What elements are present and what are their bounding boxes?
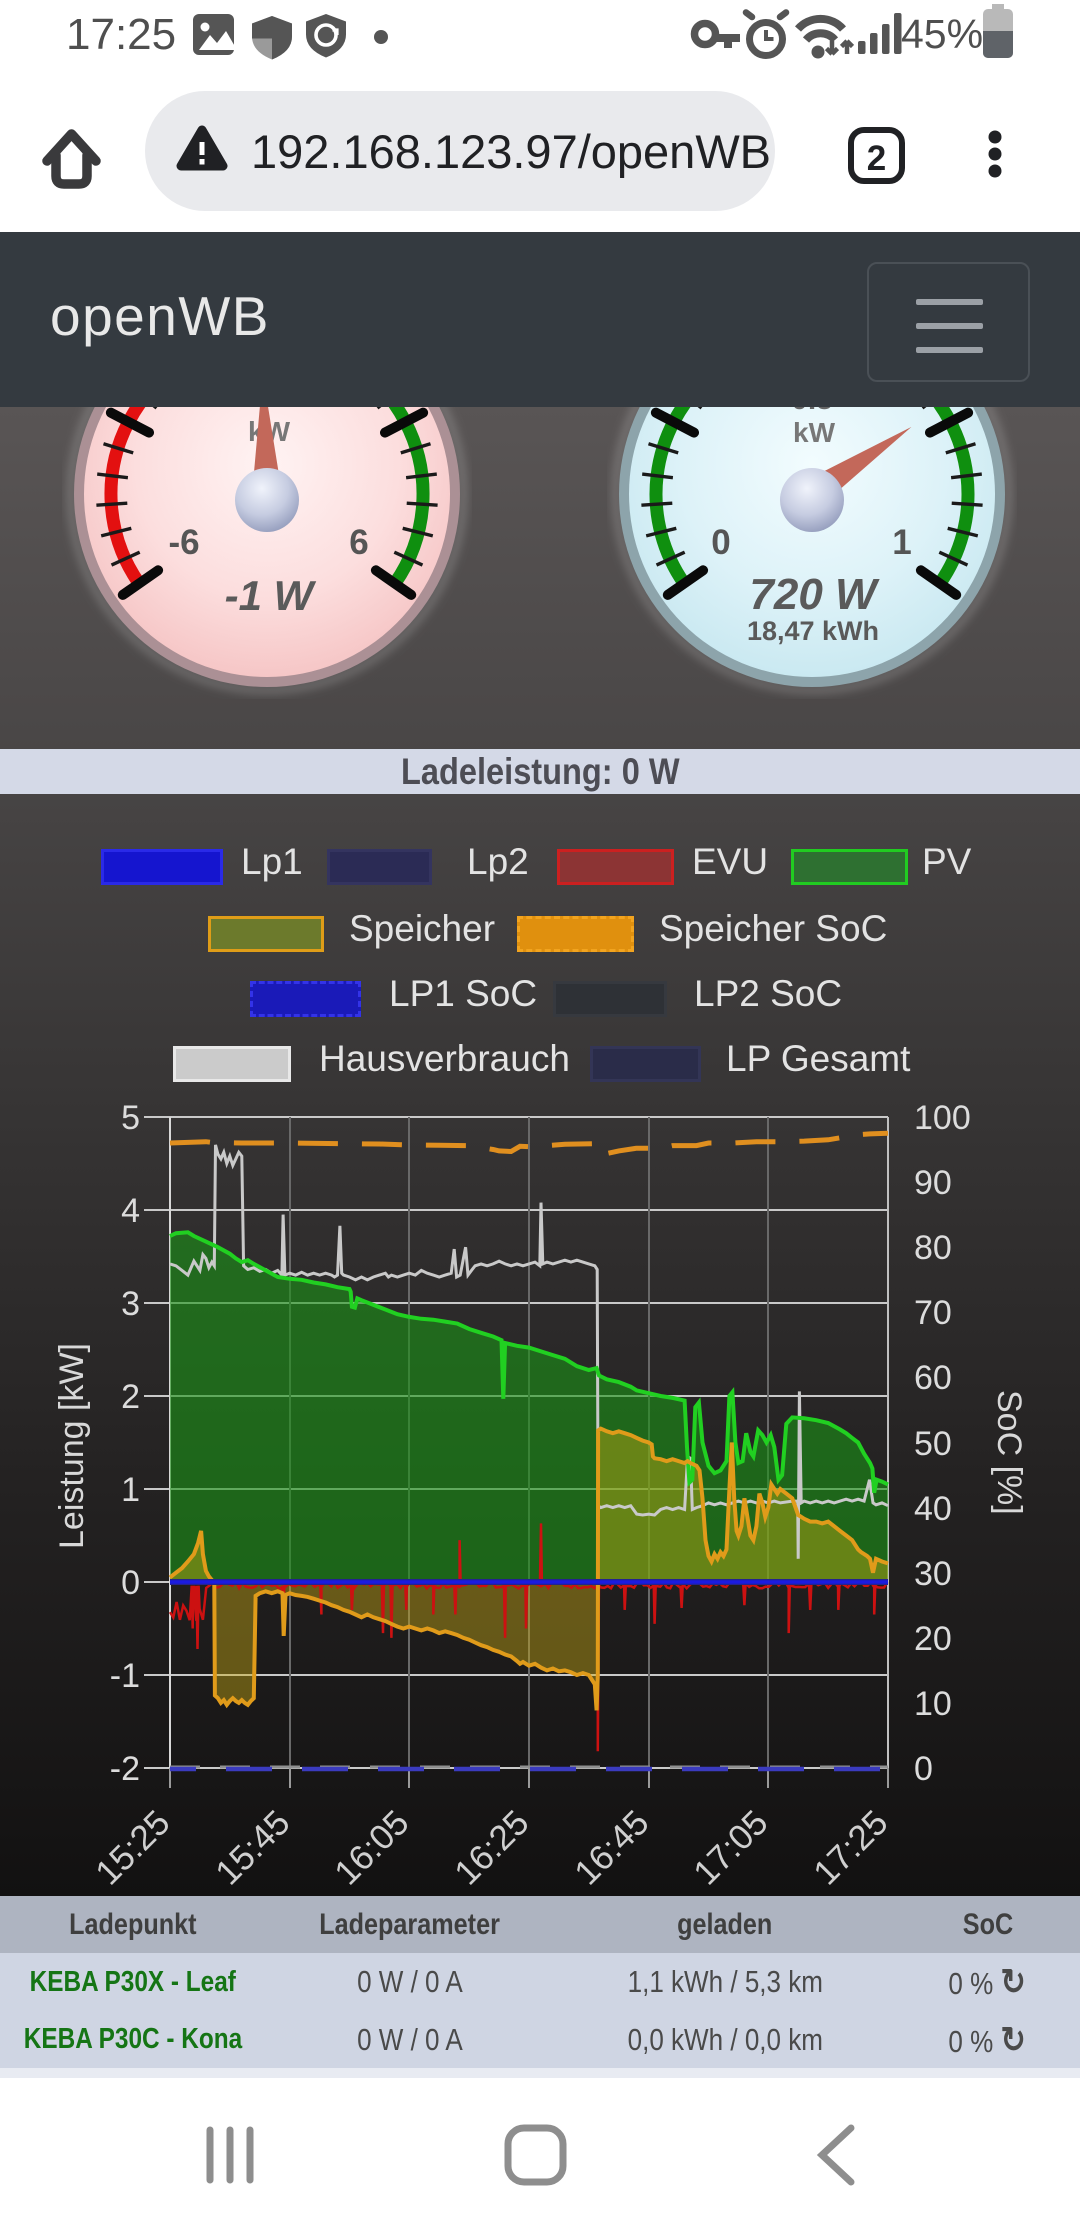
svg-text:16:25: 16:25 [447, 1803, 537, 1885]
svg-text:16:05: 16:05 [327, 1803, 417, 1885]
svg-text:4: 4 [121, 1192, 140, 1230]
svg-text:2: 2 [867, 139, 886, 178]
svg-text:-6: -6 [168, 523, 199, 562]
svg-text:30: 30 [914, 1555, 952, 1593]
svg-text:10: 10 [914, 1685, 952, 1723]
svg-text:1: 1 [121, 1471, 140, 1509]
svg-text:15:45: 15:45 [208, 1803, 298, 1885]
svg-text:40: 40 [914, 1490, 952, 1528]
svg-text:60: 60 [914, 1359, 952, 1397]
svg-text:16:45: 16:45 [567, 1803, 657, 1885]
svg-text:90: 90 [914, 1164, 952, 1202]
svg-text:45%: 45% [901, 11, 983, 57]
svg-text:20: 20 [914, 1620, 952, 1658]
svg-text:50: 50 [914, 1425, 952, 1463]
svg-text:-2: -2 [110, 1750, 140, 1788]
svg-text:100: 100 [914, 1099, 971, 1137]
svg-text:192.168.123.97/openWB: 192.168.123.97/openWB [251, 125, 771, 178]
svg-text:-1 W: -1 W [225, 572, 317, 619]
svg-text:0: 0 [121, 1564, 140, 1602]
svg-text:-1: -1 [110, 1657, 140, 1695]
svg-text:3: 3 [121, 1285, 140, 1323]
svg-text:17:25: 17:25 [806, 1803, 896, 1885]
svg-text:80: 80 [914, 1229, 952, 1267]
svg-text:18,47 kWh: 18,47 kWh [747, 616, 879, 646]
svg-text:6: 6 [349, 523, 368, 562]
svg-text:720 W: 720 W [749, 570, 880, 619]
svg-text:0: 0 [914, 1750, 933, 1788]
svg-text:70: 70 [914, 1294, 952, 1332]
svg-text:5: 5 [121, 1099, 140, 1137]
svg-text:1: 1 [892, 523, 911, 562]
svg-text:kW: kW [793, 417, 836, 448]
svg-text:0: 0 [711, 523, 730, 562]
svg-text:15:25: 15:25 [88, 1803, 178, 1885]
svg-text:0.5: 0.5 [791, 407, 833, 416]
svg-text:2: 2 [121, 1378, 140, 1416]
svg-text:17:25: 17:25 [66, 10, 176, 59]
svg-text:17:05: 17:05 [686, 1803, 776, 1885]
